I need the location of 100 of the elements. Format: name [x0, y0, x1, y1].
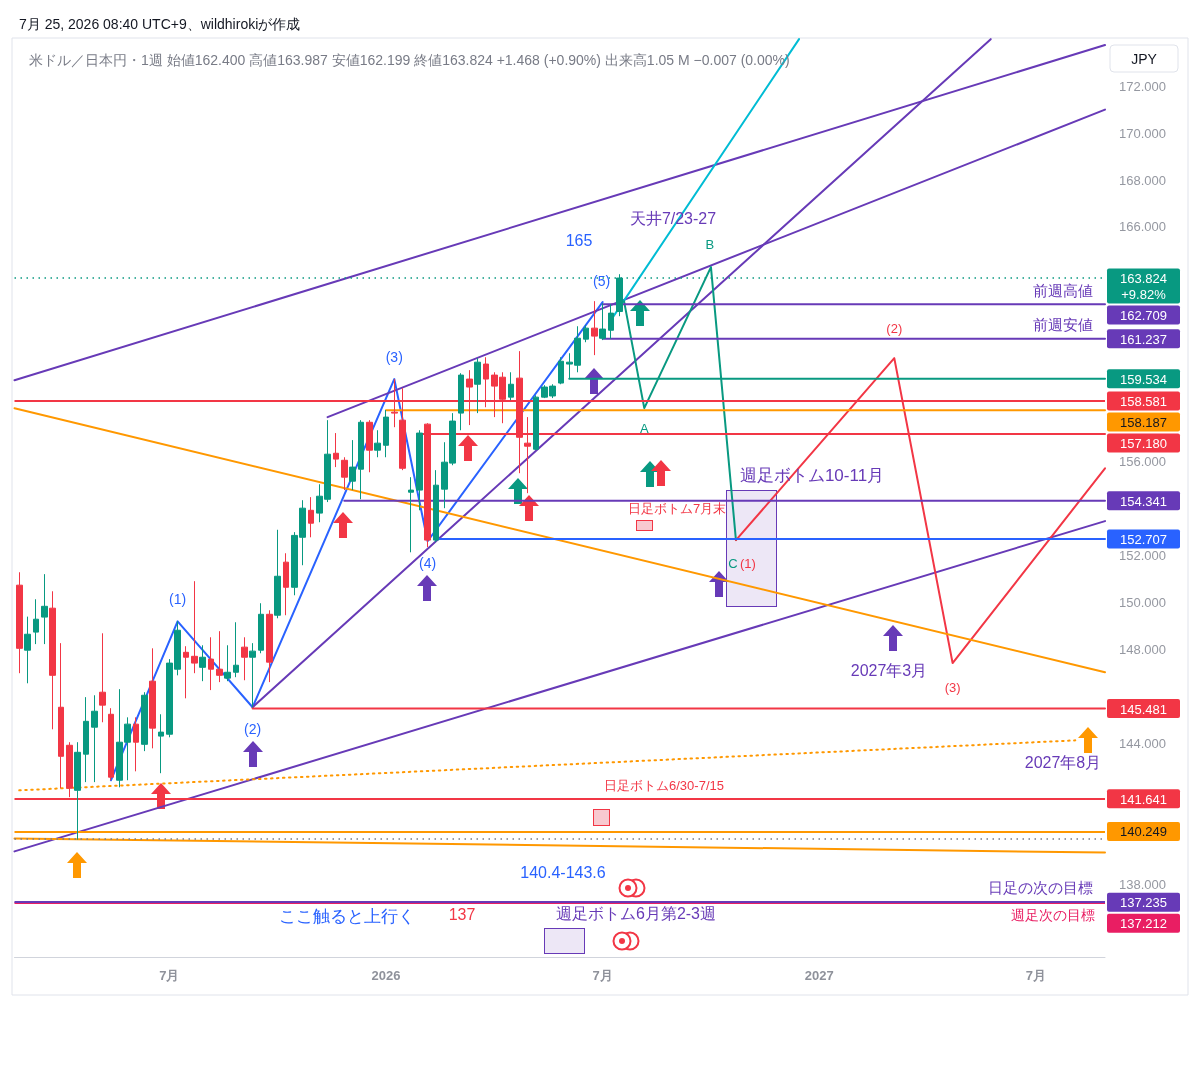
y-tick-label: 156.000	[1119, 454, 1166, 470]
x-tick-label: 2027	[804, 968, 834, 983]
y-tick-label: 170.000	[1119, 125, 1166, 141]
data-label: 145.481	[1120, 701, 1167, 717]
ref-line-label: 163.824 +9.82%	[1120, 271, 1167, 303]
candlestick	[249, 642, 256, 708]
annotation: (5)	[593, 273, 611, 290]
annotation: 2027年8月	[1024, 753, 1102, 771]
candlestick	[533, 394, 539, 451]
ref-line-label: 140.249	[1120, 824, 1167, 840]
candlestick	[416, 429, 423, 511]
data-label: 157.180	[1120, 436, 1167, 452]
candlestick	[158, 713, 164, 774]
candlestick	[91, 694, 98, 783]
ref-line-label: 141.641	[1120, 791, 1167, 807]
annotation: 週足ボトム6月第2-3週	[555, 904, 717, 922]
candlestick	[74, 741, 81, 841]
x-tick-label: 7月	[592, 968, 613, 983]
candlestick	[258, 602, 264, 654]
candlestick	[149, 647, 156, 749]
y-tick-label: 172.000	[1119, 78, 1166, 94]
candlestick	[208, 636, 214, 691]
y-tick-label: 138.000	[1119, 876, 1166, 892]
candlestick	[591, 300, 598, 356]
candlestick	[333, 432, 339, 468]
annotation: 137	[448, 905, 476, 923]
data-label: 162.709	[1120, 308, 1167, 324]
data-label: 158.187	[1120, 415, 1167, 431]
annotation: 日足ボトム7月末	[627, 500, 727, 516]
x-tick-label: 7月	[159, 968, 180, 983]
candlestick	[349, 439, 356, 491]
candlestick	[133, 716, 139, 772]
annotation: 165	[565, 231, 593, 249]
text: JPY	[1131, 50, 1158, 67]
annotation: ここ触ると上行く	[279, 906, 415, 926]
candlestick	[374, 429, 381, 458]
annotation: (3)	[944, 679, 961, 695]
candlestick	[233, 621, 239, 678]
candlestick	[366, 419, 373, 473]
annotation: 前週高値	[1033, 281, 1094, 299]
annotation: 週足ボトム10-11月	[739, 465, 885, 485]
candlestick	[16, 571, 23, 674]
annotation: (2)	[244, 721, 262, 738]
candlestick	[358, 419, 364, 500]
annotation: (4)	[419, 555, 437, 572]
y-tick-label: 148.000	[1119, 641, 1166, 657]
data-label: 161.237	[1120, 331, 1167, 347]
candlestick	[474, 357, 481, 414]
annotation: B	[705, 236, 715, 252]
x-tick-label: 2026	[371, 968, 401, 983]
candlestick	[41, 573, 48, 645]
y-tick-label: 166.000	[1119, 219, 1166, 235]
annotation: 日足ボトム6/30-7/15	[604, 777, 724, 793]
candlestick	[583, 324, 589, 343]
y-tick-label: 168.000	[1119, 172, 1166, 188]
candlestick	[224, 644, 231, 682]
ref-line-label: 137.212	[1120, 916, 1167, 932]
y-tick-label: 144.000	[1119, 735, 1166, 751]
data-label: 154.341	[1120, 493, 1167, 509]
y-tick-label: 150.000	[1119, 595, 1166, 611]
y-tick-label: 152.000	[1119, 548, 1166, 564]
candlestick	[141, 691, 148, 752]
annotation: 日足の次の目標	[988, 878, 1094, 896]
candlestick	[341, 456, 348, 491]
ref-line-label: 158.581	[1120, 394, 1167, 410]
annotation: 前週安値	[1033, 316, 1094, 334]
candlestick	[458, 372, 464, 431]
data-label: 159.534	[1120, 371, 1167, 387]
candlestick	[274, 529, 281, 619]
line-series	[109, 301, 604, 782]
candlestick	[216, 630, 223, 683]
annotation: A	[639, 420, 649, 436]
candlestick	[108, 707, 114, 781]
candlestick	[383, 409, 389, 458]
candlestick	[33, 598, 39, 645]
chart-title: 7月 25, 2026 08:40 UTC+9、wildhirokiが作成	[19, 16, 301, 32]
candlestick	[183, 645, 189, 699]
data-label: 152.707	[1120, 532, 1167, 547]
candlestick	[266, 609, 273, 683]
candlestick	[308, 496, 314, 538]
candlestick	[433, 469, 439, 543]
candlestick	[241, 636, 248, 681]
ref-line-label: 137.235	[1120, 895, 1167, 911]
candlestick	[49, 590, 56, 730]
candlestick	[99, 632, 106, 723]
candlestick	[508, 371, 514, 401]
annotation: 週足次の目標	[1010, 906, 1095, 923]
annotation: 2027年3月	[850, 661, 928, 679]
candlestick	[599, 302, 606, 341]
candlestick	[191, 580, 198, 674]
annotation: C	[728, 555, 738, 571]
annotation: 140.4-143.6	[520, 863, 606, 881]
candlestick	[408, 476, 414, 553]
annotation: (1)	[169, 591, 187, 608]
annotation: (2)	[886, 320, 903, 336]
candlestick	[199, 644, 206, 682]
x-tick-label: 7月	[1025, 968, 1047, 983]
annotation: (1)	[740, 555, 756, 571]
annotation: (3)	[385, 349, 403, 366]
candlestick	[24, 616, 31, 684]
